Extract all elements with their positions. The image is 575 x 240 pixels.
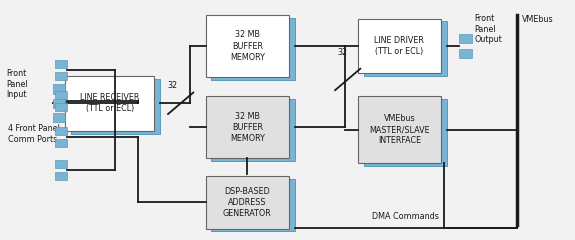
Text: LINE RECEIVER
(TTL or ECL): LINE RECEIVER (TTL or ECL) xyxy=(80,93,139,113)
Text: DSP-BASED
ADDRESS
GENERATOR: DSP-BASED ADDRESS GENERATOR xyxy=(223,187,272,218)
Bar xyxy=(55,127,67,135)
Bar xyxy=(55,172,67,180)
Bar xyxy=(55,60,67,68)
Text: 32: 32 xyxy=(167,81,177,90)
Bar xyxy=(52,84,65,94)
FancyBboxPatch shape xyxy=(358,96,441,163)
Bar xyxy=(52,99,65,108)
Bar xyxy=(55,139,67,147)
FancyBboxPatch shape xyxy=(206,15,289,77)
Text: 32: 32 xyxy=(337,48,347,57)
Bar xyxy=(459,49,472,58)
FancyBboxPatch shape xyxy=(206,176,289,228)
Text: 4 Front Panel
Comm Ports: 4 Front Panel Comm Ports xyxy=(7,124,59,144)
Text: 32 MB
BUFFER
MEMORY: 32 MB BUFFER MEMORY xyxy=(230,30,264,62)
FancyBboxPatch shape xyxy=(358,18,441,73)
FancyBboxPatch shape xyxy=(212,18,294,80)
Bar xyxy=(459,34,472,43)
Text: LINE DRIVER
(TTL or ECL): LINE DRIVER (TTL or ECL) xyxy=(374,36,424,56)
FancyBboxPatch shape xyxy=(206,96,289,158)
Bar xyxy=(55,91,67,99)
Bar xyxy=(55,103,67,111)
Text: Front
Panel
Input: Front Panel Input xyxy=(6,69,28,99)
Text: DMA Commands: DMA Commands xyxy=(373,212,439,221)
Bar xyxy=(55,160,67,168)
Text: VMEbus: VMEbus xyxy=(522,15,553,24)
Text: 32 MB
BUFFER
MEMORY: 32 MB BUFFER MEMORY xyxy=(230,112,264,143)
Bar xyxy=(55,72,67,80)
FancyBboxPatch shape xyxy=(363,99,447,166)
Text: Front
Panel
Output: Front Panel Output xyxy=(474,14,502,44)
FancyBboxPatch shape xyxy=(212,179,294,231)
FancyBboxPatch shape xyxy=(65,76,154,131)
FancyBboxPatch shape xyxy=(212,99,294,161)
Bar xyxy=(52,113,65,122)
Text: VMEbus
MASTER/SLAVE
INTERFACE: VMEbus MASTER/SLAVE INTERFACE xyxy=(369,114,430,145)
FancyBboxPatch shape xyxy=(363,21,447,76)
FancyBboxPatch shape xyxy=(71,79,160,134)
